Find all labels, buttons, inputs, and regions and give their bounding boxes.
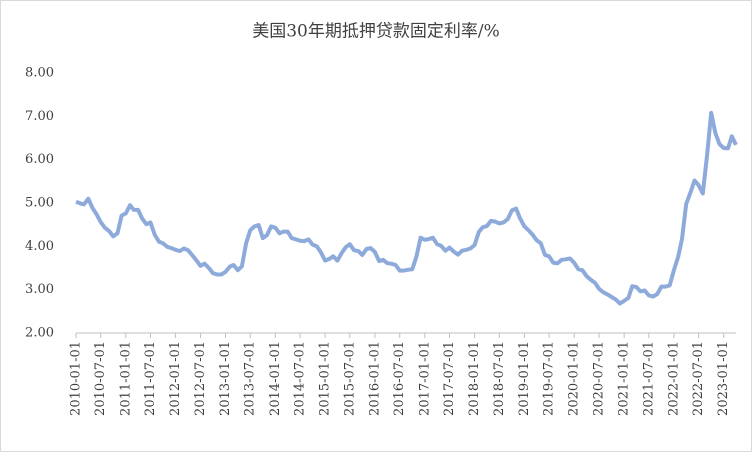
x-tick-label: 2023-01-01 bbox=[716, 341, 731, 416]
line bbox=[75, 110, 738, 306]
y-tick-label: 3.00 bbox=[25, 282, 54, 297]
x-tick-label: 2014-01-01 bbox=[268, 341, 283, 416]
y-tick-label: 8.00 bbox=[25, 66, 54, 81]
x-tick-label: 2022-07-01 bbox=[691, 341, 706, 416]
y-tick-label: 4.00 bbox=[25, 239, 54, 254]
x-tick-label: 2014-07-01 bbox=[293, 341, 308, 416]
x-tick-label: 2017-01-01 bbox=[417, 341, 432, 416]
x-tick-label: 2012-01-01 bbox=[168, 341, 183, 416]
x-tick-label: 2021-07-01 bbox=[641, 341, 656, 416]
y-tick-label: 7.00 bbox=[25, 109, 54, 124]
x-tick-label: 2010-07-01 bbox=[93, 341, 108, 416]
x-tick-label: 2015-07-01 bbox=[342, 341, 357, 416]
x-tick-label: 2019-07-01 bbox=[542, 341, 557, 416]
x-tick-label: 2015-01-01 bbox=[318, 341, 333, 416]
x-tick-label: 2017-07-01 bbox=[442, 341, 457, 416]
x-tick-label: 2019-01-01 bbox=[517, 341, 532, 416]
x-tick-label: 2011-01-01 bbox=[118, 341, 133, 416]
x-tick-label: 2012-07-01 bbox=[193, 341, 208, 416]
chart-title: 美国30年期抵押贷款固定利率/% bbox=[252, 22, 500, 42]
x-tick-label: 2010-01-01 bbox=[69, 341, 84, 416]
y-tick-label: 5.00 bbox=[25, 196, 54, 211]
x-tick-label: 2020-07-01 bbox=[592, 341, 607, 416]
x-tick-label: 2018-01-01 bbox=[467, 341, 482, 416]
x-tick-label: 2018-07-01 bbox=[492, 341, 507, 416]
y-tick-label: 6.00 bbox=[25, 152, 54, 167]
y-tick-label: 2.00 bbox=[25, 326, 54, 341]
x-tick-label: 2016-01-01 bbox=[367, 341, 382, 416]
x-tick-label: 2020-01-01 bbox=[567, 341, 582, 416]
x-tick-label: 2013-07-01 bbox=[243, 341, 258, 416]
x-tick-label: 2016-07-01 bbox=[392, 341, 407, 416]
x-tick-label: 2011-07-01 bbox=[143, 341, 158, 416]
x-tick-label: 2013-01-01 bbox=[218, 341, 233, 416]
x-tick-label: 2021-01-01 bbox=[617, 341, 632, 416]
x-tick-label: 2022-01-01 bbox=[666, 341, 681, 416]
